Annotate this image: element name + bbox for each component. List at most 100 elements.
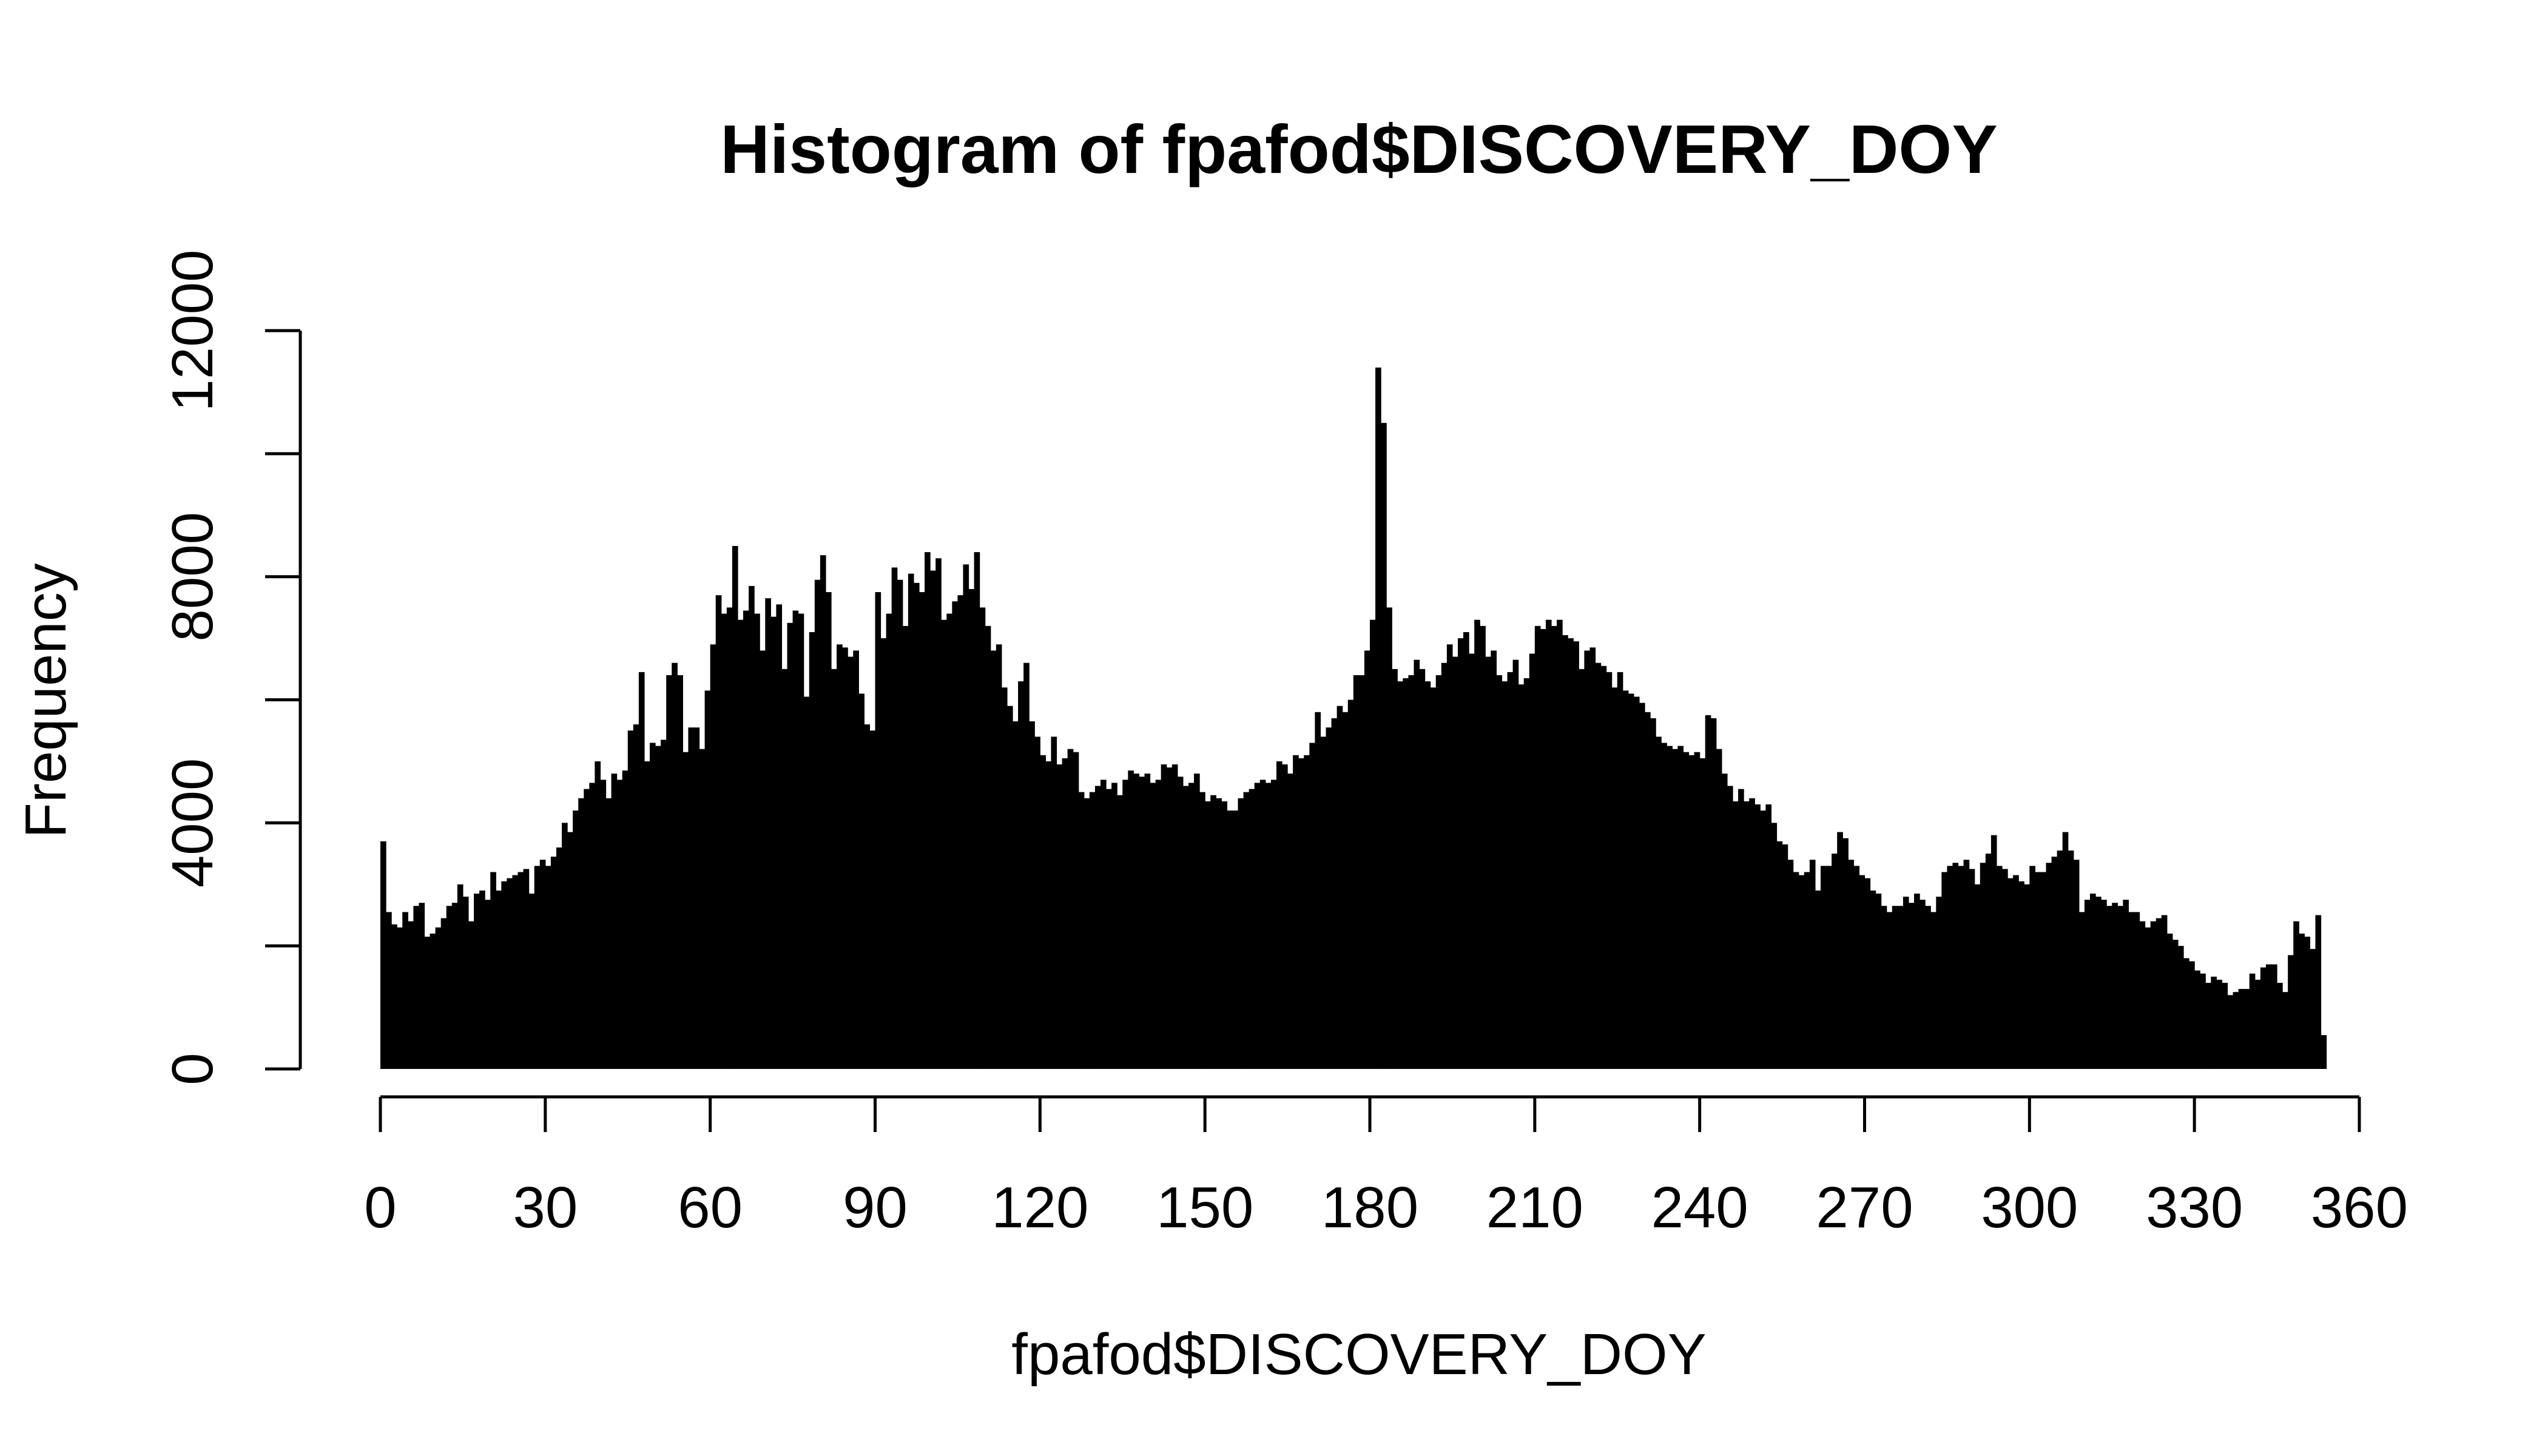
histogram-bar: [1721, 774, 1728, 1069]
histogram-bar: [1155, 780, 1162, 1069]
histogram-bar: [1084, 798, 1090, 1069]
histogram-bar: [1672, 749, 1679, 1069]
x-tick-label: 30: [513, 1175, 578, 1240]
histogram-bar: [1078, 792, 1085, 1070]
histogram-bar: [1265, 783, 1272, 1069]
histogram-bar: [474, 893, 480, 1069]
histogram-bar: [2117, 906, 2123, 1069]
histogram-bar: [1589, 647, 1596, 1069]
histogram-bar: [1177, 777, 1184, 1069]
histogram-bar: [2271, 964, 2277, 1069]
histogram-bar: [1958, 866, 1964, 1069]
histogram-bar: [627, 730, 634, 1069]
histogram-bar: [2024, 884, 2030, 1069]
histogram-bar: [1683, 752, 1690, 1069]
histogram-bar: [462, 897, 469, 1069]
histogram-bar: [490, 872, 496, 1069]
histogram-bar: [968, 588, 975, 1069]
histogram-bar: [952, 601, 959, 1069]
histogram-bar: [638, 672, 645, 1069]
histogram-bar: [672, 662, 678, 1069]
histogram-bar: [1364, 650, 1370, 1069]
histogram-bar: [2222, 983, 2228, 1069]
histogram-bar: [1034, 736, 1040, 1069]
histogram-bar: [1650, 718, 1656, 1069]
histogram-bar: [1611, 687, 1618, 1069]
histogram-bar: [814, 579, 821, 1069]
histogram-bar: [963, 564, 969, 1069]
histogram-bar: [1727, 786, 1733, 1069]
histogram-bar: [578, 798, 584, 1069]
histogram-bar: [661, 740, 667, 1069]
histogram-bar: [408, 921, 414, 1069]
histogram-bar: [2013, 875, 2019, 1069]
histogram-bar: [584, 789, 590, 1069]
histogram-bar: [2057, 850, 2063, 1069]
histogram-bar: [803, 696, 810, 1069]
histogram-bar: [1491, 650, 1497, 1069]
histogram-bar: [1518, 684, 1525, 1069]
histogram-bar: [875, 592, 881, 1069]
histogram-bar: [1336, 706, 1343, 1069]
histogram-bar: [2304, 936, 2311, 1069]
histogram-bar: [902, 625, 909, 1069]
histogram-bar: [1925, 906, 1931, 1069]
histogram-bar: [930, 570, 936, 1069]
histogram-bar: [1980, 863, 1986, 1069]
histogram-bar: [1787, 860, 1794, 1069]
histogram-bar: [1974, 884, 1981, 1069]
histogram-bar: [1276, 761, 1282, 1069]
histogram-bar: [1568, 638, 1574, 1069]
histogram-bar: [825, 592, 832, 1069]
histogram-bar: [1523, 678, 1530, 1069]
histogram-bar: [1419, 669, 1426, 1069]
histogram-bar: [1094, 786, 1101, 1069]
histogram-bar: [1018, 681, 1024, 1069]
x-axis: 0 30 60 90 120 150 180 210 240 270 300 330 360: [364, 1095, 2408, 1240]
histogram-bar: [1738, 789, 1744, 1069]
histogram-bar: [2161, 915, 2168, 1069]
x-tick-label: 210: [1486, 1175, 1583, 1240]
y-axis: 0 4000 8000 12000: [160, 250, 302, 1085]
histogram-bar: [430, 933, 436, 1069]
histogram-bar: [1832, 854, 1838, 1069]
histogram-bar: [1534, 625, 1541, 1069]
histogram-bar: [925, 552, 931, 1069]
histogram-bar: [1469, 653, 1475, 1069]
histogram-bar: [2150, 921, 2157, 1069]
histogram-bar: [1688, 755, 1695, 1069]
histogram-bar: [743, 610, 749, 1069]
histogram-bar: [1710, 718, 1717, 1069]
histogram-bar: [749, 585, 755, 1069]
histogram-bar: [605, 798, 612, 1069]
histogram-bar: [1089, 792, 1096, 1070]
histogram-bar: [1029, 721, 1035, 1069]
histogram-bar: [1903, 897, 1909, 1069]
histogram-bar: [517, 872, 524, 1069]
histogram-bar: [1194, 774, 1200, 1069]
histogram-bar: [1199, 792, 1205, 1070]
histogram-bar: [842, 647, 848, 1069]
histogram-bar: [677, 675, 683, 1069]
histogram-bar: [721, 613, 727, 1069]
histogram-bar: [2288, 955, 2294, 1069]
histogram-bar: [1111, 783, 1117, 1069]
histogram-bar: [2101, 900, 2107, 1069]
histogram-bar: [1897, 906, 1904, 1069]
histogram-bar: [666, 675, 672, 1069]
histogram-bar: [1557, 619, 1563, 1069]
histogram-bar: [2073, 860, 2080, 1069]
x-tick-label: 150: [1156, 1175, 1253, 1240]
histogram-bar: [1859, 875, 1866, 1069]
histogram-bar: [2243, 989, 2250, 1069]
histogram-bar: [1430, 687, 1437, 1069]
histogram-bar: [2299, 933, 2305, 1069]
histogram-bar: [754, 613, 760, 1069]
histogram-bar: [2123, 900, 2129, 1069]
histogram-bar: [732, 545, 738, 1069]
histogram-bar: [1584, 650, 1591, 1069]
x-tick-label: 330: [2146, 1175, 2243, 1240]
histogram-bar: [2189, 961, 2195, 1069]
histogram-bar: [2249, 973, 2256, 1069]
